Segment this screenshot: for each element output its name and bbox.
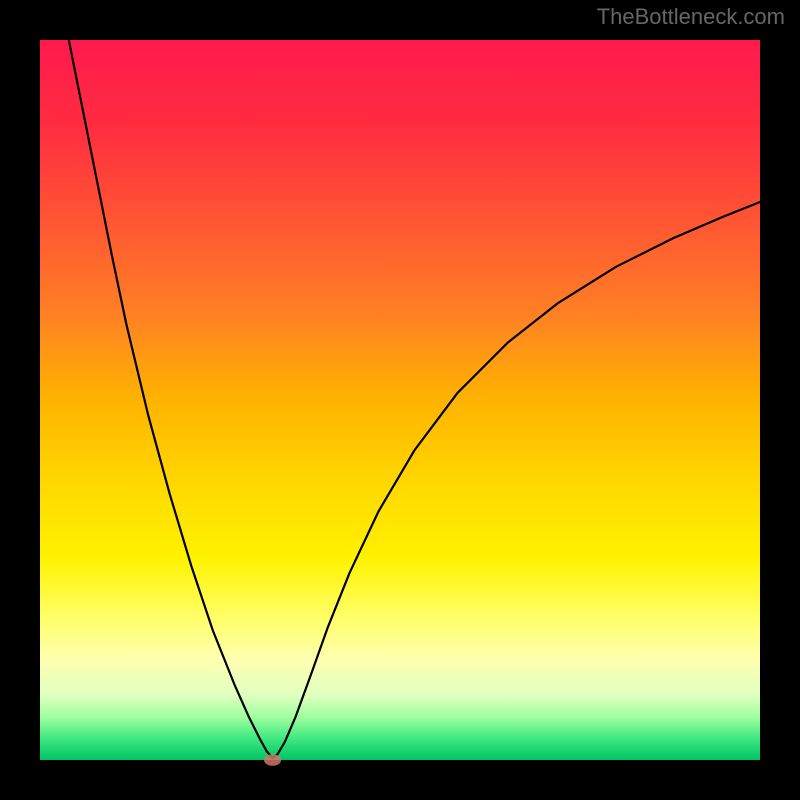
watermark-label: TheBottleneck.com	[597, 4, 785, 29]
chart-gradient-background	[40, 40, 760, 760]
optimal-point-marker	[264, 754, 281, 766]
chart-container: TheBottleneck.com	[0, 0, 800, 800]
bottleneck-chart: TheBottleneck.com	[0, 0, 800, 800]
